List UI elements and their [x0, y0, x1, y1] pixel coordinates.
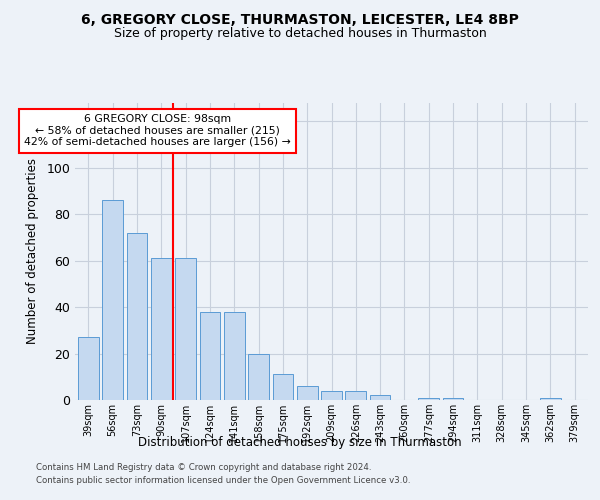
Bar	[321, 390, 342, 400]
Text: Distribution of detached houses by size in Thurmaston: Distribution of detached houses by size …	[138, 436, 462, 449]
Bar	[418, 398, 439, 400]
Text: 6, GREGORY CLOSE, THURMASTON, LEICESTER, LE4 8BP: 6, GREGORY CLOSE, THURMASTON, LEICESTER,…	[81, 12, 519, 26]
Bar	[103, 200, 123, 400]
Bar	[540, 398, 560, 400]
Text: Contains HM Land Registry data © Crown copyright and database right 2024.: Contains HM Land Registry data © Crown c…	[36, 464, 371, 472]
Bar	[346, 390, 366, 400]
Bar	[151, 258, 172, 400]
Bar	[175, 258, 196, 400]
Y-axis label: Number of detached properties: Number of detached properties	[26, 158, 40, 344]
Bar	[224, 312, 245, 400]
Bar	[443, 398, 463, 400]
Bar	[248, 354, 269, 400]
Bar	[78, 337, 99, 400]
Bar	[297, 386, 317, 400]
Bar	[370, 396, 391, 400]
Bar	[127, 232, 148, 400]
Text: Size of property relative to detached houses in Thurmaston: Size of property relative to detached ho…	[113, 28, 487, 40]
Bar	[272, 374, 293, 400]
Bar	[200, 312, 220, 400]
Text: Contains public sector information licensed under the Open Government Licence v3: Contains public sector information licen…	[36, 476, 410, 485]
Text: 6 GREGORY CLOSE: 98sqm
← 58% of detached houses are smaller (215)
42% of semi-de: 6 GREGORY CLOSE: 98sqm ← 58% of detached…	[24, 114, 291, 148]
